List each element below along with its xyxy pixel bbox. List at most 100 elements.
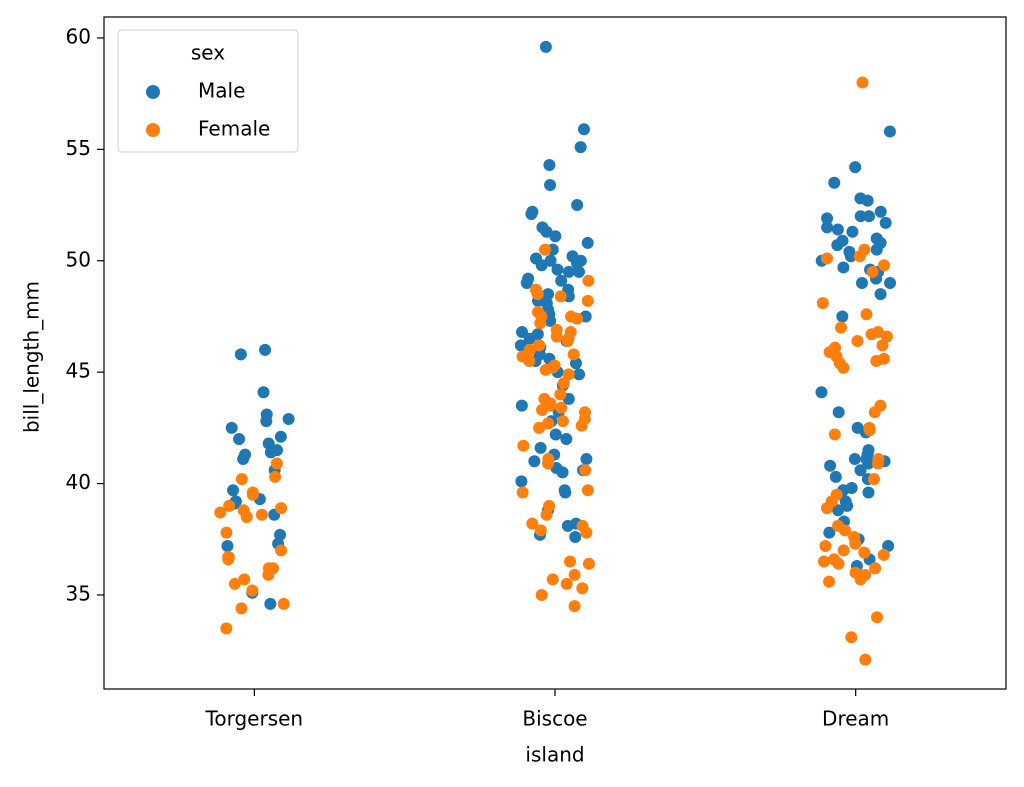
point [535, 259, 548, 272]
point [275, 502, 288, 515]
point [531, 288, 544, 301]
point [562, 368, 575, 381]
legend-marker [146, 123, 160, 137]
point [848, 453, 861, 466]
point [528, 455, 541, 468]
point [520, 277, 533, 290]
point [557, 377, 570, 390]
point [820, 502, 833, 515]
point [865, 328, 878, 341]
point [523, 332, 536, 345]
point [863, 210, 876, 223]
point [560, 433, 573, 446]
point [580, 526, 593, 539]
point [560, 577, 573, 590]
legend-marker [146, 85, 160, 99]
point [571, 312, 584, 325]
point [576, 582, 589, 595]
point [837, 544, 850, 557]
point [882, 539, 895, 552]
point [534, 441, 547, 454]
point [831, 239, 844, 252]
point [235, 602, 248, 615]
legend-label: Male [198, 79, 245, 103]
point [880, 330, 893, 343]
point [555, 401, 568, 414]
point [854, 573, 867, 586]
point [858, 546, 871, 559]
point [870, 243, 883, 256]
point [855, 277, 868, 290]
point [235, 473, 248, 486]
point [514, 339, 527, 352]
point [542, 457, 555, 470]
point [227, 484, 240, 497]
point [535, 588, 548, 601]
point [540, 508, 553, 521]
x-tick-label: Biscoe [522, 707, 587, 731]
point [539, 363, 552, 376]
point [274, 528, 287, 541]
y-tick-label: 60 [66, 24, 91, 48]
point [849, 537, 862, 550]
point [581, 294, 594, 307]
point [841, 499, 854, 512]
point [883, 125, 896, 138]
point [269, 470, 282, 483]
point [845, 631, 858, 644]
point [275, 544, 288, 557]
point [575, 419, 588, 432]
point [516, 486, 529, 499]
x-tick-label: Dream [822, 707, 889, 731]
point [270, 457, 283, 470]
point [274, 430, 287, 443]
point [863, 424, 876, 437]
point [854, 210, 867, 223]
point [862, 486, 875, 499]
point [220, 622, 233, 635]
point [222, 553, 235, 566]
point [580, 453, 593, 466]
point [874, 288, 887, 301]
legend-label: Female [198, 117, 270, 141]
point [844, 250, 857, 263]
point [571, 256, 584, 269]
point [556, 415, 569, 428]
point [832, 504, 845, 517]
point [849, 161, 862, 174]
point [536, 404, 549, 417]
point [543, 158, 556, 171]
point [214, 506, 227, 519]
point [821, 212, 834, 225]
point [821, 252, 834, 265]
point [564, 555, 577, 568]
point [533, 421, 546, 434]
y-axis-label: bill_length_mm [20, 281, 44, 433]
point [233, 433, 246, 446]
point [573, 368, 586, 381]
point [856, 76, 869, 89]
point [854, 464, 867, 477]
point [264, 446, 277, 459]
points [214, 40, 897, 666]
point [871, 611, 884, 624]
point [568, 568, 581, 581]
point [866, 265, 879, 278]
point [816, 297, 829, 310]
y-tick-label: 40 [66, 470, 91, 494]
point [823, 526, 836, 539]
point [828, 176, 841, 189]
point [561, 519, 574, 532]
point [260, 415, 273, 428]
point [539, 243, 552, 256]
point [223, 499, 236, 512]
point [257, 386, 270, 399]
point [534, 524, 547, 537]
point [515, 399, 528, 412]
point [277, 597, 290, 610]
point [554, 290, 567, 303]
legend-box [117, 29, 299, 153]
point [868, 406, 881, 419]
point [515, 475, 528, 488]
